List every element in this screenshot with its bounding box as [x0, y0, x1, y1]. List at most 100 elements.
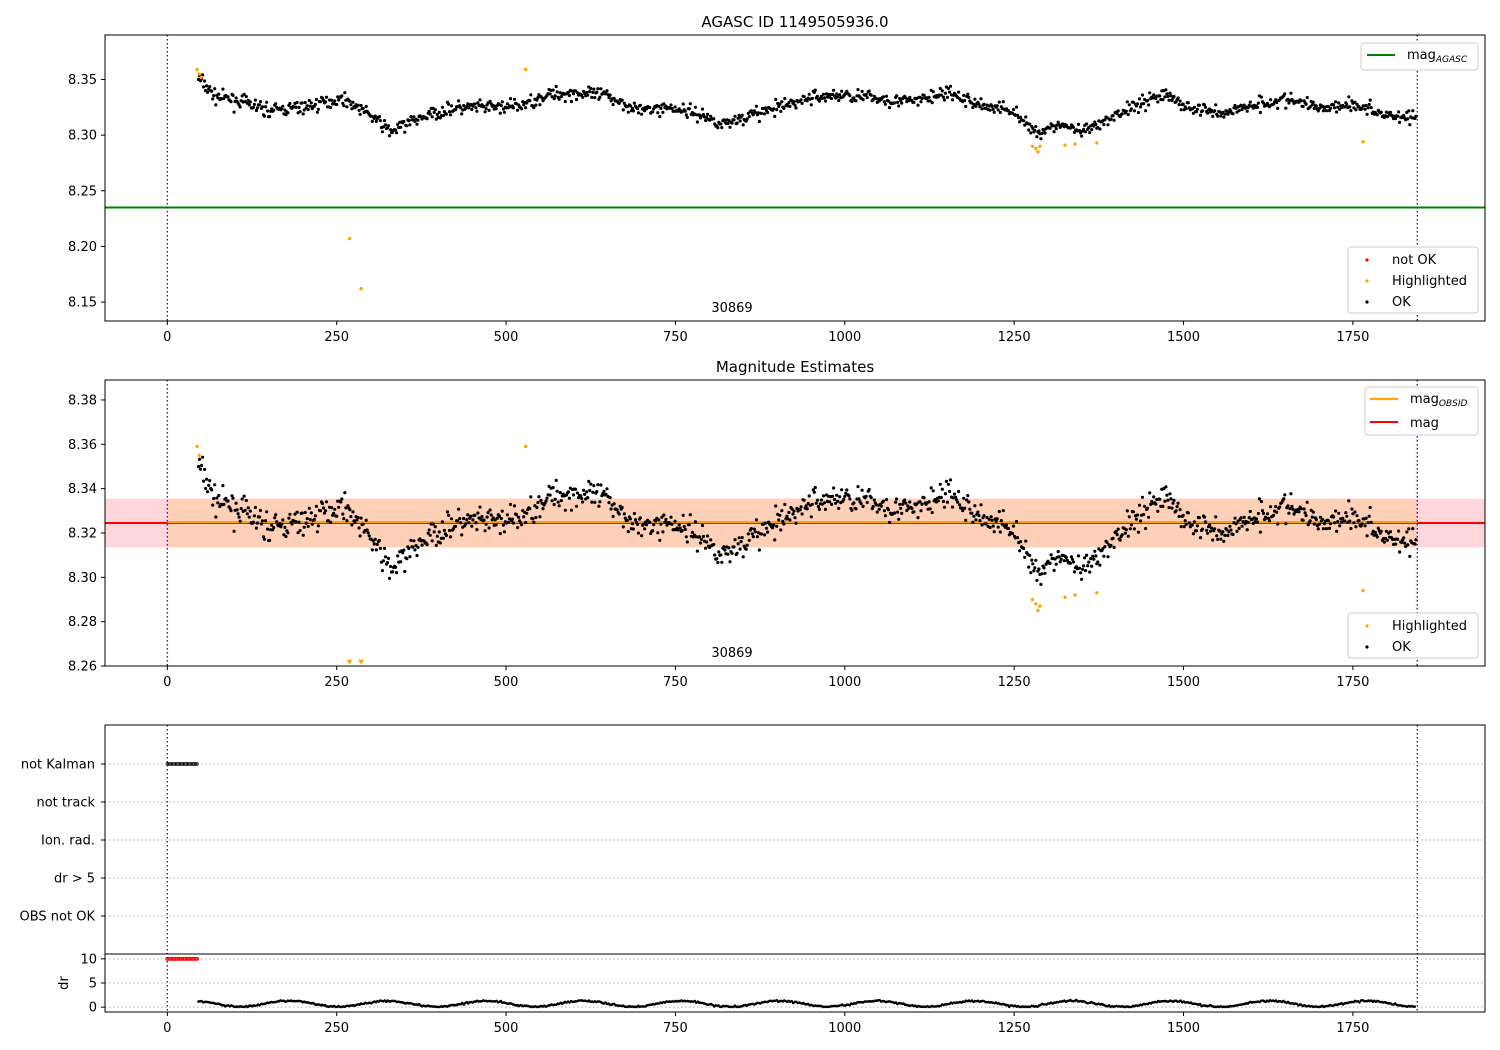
ok-point — [349, 515, 353, 519]
ok-point — [373, 114, 377, 118]
ok-point — [270, 523, 274, 527]
ok-point — [403, 130, 407, 134]
ok-point — [939, 495, 943, 500]
ok-point — [370, 119, 374, 123]
legend-label-highlighted: Highlighted — [1392, 619, 1467, 634]
ok-point — [1348, 105, 1352, 109]
ok-point — [977, 102, 981, 106]
ok-point — [638, 103, 643, 107]
ok-point — [214, 103, 218, 107]
ok-point — [1304, 102, 1308, 106]
ok-point — [206, 90, 210, 94]
ok-point — [1375, 113, 1379, 117]
ok-point — [488, 508, 492, 512]
ok-point — [1112, 545, 1116, 550]
ok-point — [231, 496, 235, 500]
ok-point — [207, 483, 211, 487]
ok-point — [474, 521, 478, 525]
ok-point — [900, 101, 904, 105]
ok-point — [215, 496, 219, 500]
highlighted-point — [1063, 143, 1067, 147]
ok-point — [226, 499, 230, 503]
ok-point — [1303, 511, 1307, 515]
ok-point — [415, 553, 419, 558]
ok-point — [775, 108, 779, 112]
ok-point — [1024, 115, 1028, 119]
ok-point — [611, 514, 615, 519]
x-tick-label: 1500 — [1167, 1021, 1200, 1036]
ok-point — [196, 464, 201, 469]
ok-point — [785, 514, 789, 518]
ok-point — [357, 526, 361, 530]
ok-point — [640, 112, 644, 116]
ok-point — [344, 506, 348, 510]
ok-point — [349, 103, 353, 107]
ok-point — [939, 93, 943, 97]
ok-point — [460, 533, 464, 537]
x-tick-label: 750 — [663, 330, 688, 345]
ok-point — [792, 509, 796, 513]
ok-point — [1172, 94, 1176, 99]
ok-point — [638, 516, 643, 520]
ok-point — [361, 106, 365, 111]
ok-point — [1406, 117, 1410, 121]
ok-point — [382, 546, 387, 551]
ok-point — [212, 94, 216, 98]
ok-point — [700, 523, 705, 528]
ok-point — [900, 511, 904, 515]
ok-point — [495, 516, 499, 520]
ok-point — [774, 97, 778, 101]
ok-point — [998, 110, 1002, 114]
ok-point — [531, 517, 535, 521]
ok-point — [974, 518, 978, 522]
ok-point — [1344, 511, 1348, 515]
ok-point — [908, 95, 912, 99]
ok-point — [751, 113, 755, 117]
ok-point — [1308, 519, 1312, 523]
ok-point — [475, 528, 479, 532]
ok-point — [198, 467, 203, 471]
ok-point — [1309, 508, 1313, 512]
ok-point — [1093, 549, 1097, 553]
ok-point — [1087, 560, 1091, 564]
ok-point — [928, 507, 932, 511]
ok-point — [567, 496, 572, 500]
ok-point — [383, 123, 388, 127]
ok-point — [201, 73, 205, 77]
x-tick-label: 0 — [163, 675, 171, 690]
ok-point — [462, 516, 466, 521]
ok-point — [966, 494, 970, 498]
ok-point — [1031, 562, 1035, 566]
ok-point — [202, 85, 206, 89]
y-tick-label: 8.15 — [68, 296, 97, 311]
ok-point — [1039, 137, 1043, 141]
ok-point — [1388, 530, 1393, 534]
ok-point — [234, 96, 238, 100]
ok-point — [942, 505, 947, 509]
ok-point — [955, 498, 959, 502]
ok-point — [1097, 547, 1101, 551]
ok-point — [997, 100, 1001, 104]
ok-point — [706, 534, 710, 538]
ok-point — [1223, 533, 1227, 538]
ok-point — [1322, 522, 1326, 526]
ok-point — [1148, 91, 1152, 95]
ok-point — [715, 557, 719, 561]
ok-point — [861, 98, 865, 102]
ok-point — [1259, 95, 1263, 99]
ok-point — [807, 494, 811, 498]
ok-point — [662, 102, 666, 106]
ok-point — [987, 517, 991, 521]
ok-point — [759, 532, 764, 536]
ok-point — [1158, 497, 1162, 501]
ok-point — [401, 551, 405, 555]
ok-point — [1328, 106, 1333, 110]
ok-point — [298, 529, 302, 533]
ok-point — [1225, 528, 1229, 532]
ok-point — [942, 98, 947, 102]
ok-point — [1398, 120, 1402, 124]
legend-marker-ok — [1365, 645, 1369, 649]
ok-point — [268, 115, 272, 119]
ok-point — [444, 112, 448, 116]
